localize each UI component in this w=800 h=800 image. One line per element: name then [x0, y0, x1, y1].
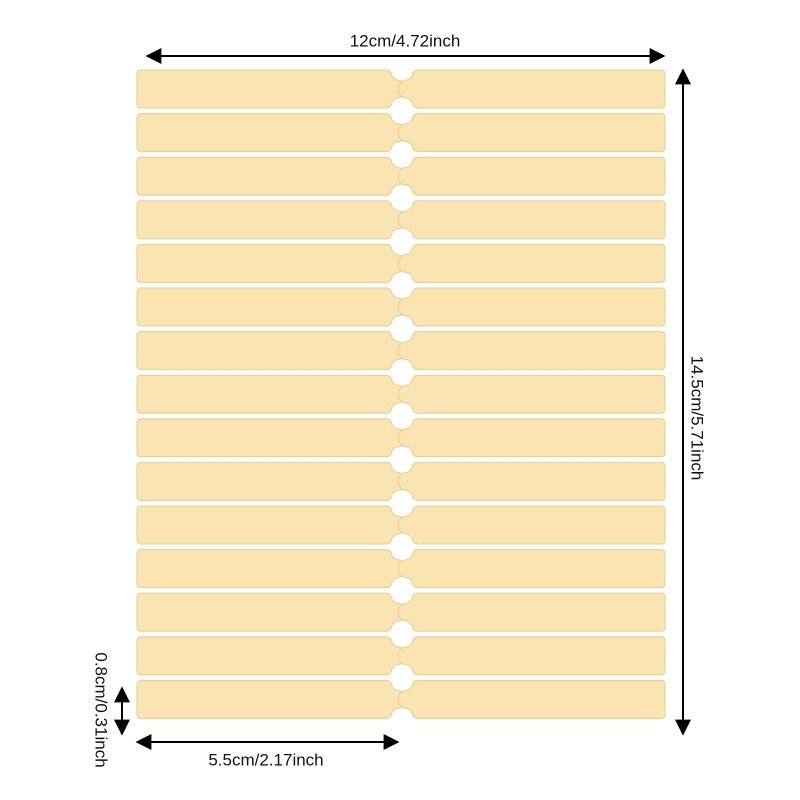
- label-strip: [136, 636, 407, 676]
- label-strip: [397, 156, 666, 196]
- label-strip: [397, 113, 666, 153]
- label-strip: [136, 156, 407, 196]
- label-strip: [136, 549, 407, 589]
- label-strip: [397, 636, 666, 676]
- label-strip: [397, 243, 666, 283]
- label-strip: [136, 505, 407, 545]
- label-strip: [136, 287, 407, 327]
- label-strip: [136, 243, 407, 283]
- label-strip: [136, 374, 407, 414]
- label-strip: [136, 592, 407, 632]
- strip-length-label: 5.5cm/2.17inch: [208, 750, 323, 769]
- label-strip: [397, 200, 666, 240]
- label-strip: [397, 549, 666, 589]
- label-strip: [397, 69, 666, 109]
- width-label: 12cm/4.72inch: [350, 31, 461, 50]
- strip-height-label: 0.8cm/0.31inch: [92, 652, 111, 767]
- label-strip: [136, 331, 407, 371]
- label-strips: [136, 69, 666, 719]
- label-strip: [397, 505, 666, 545]
- label-strip: [397, 418, 666, 458]
- label-strip: [136, 113, 407, 153]
- label-strip: [136, 200, 407, 240]
- label-strip: [136, 679, 407, 719]
- label-strip: [397, 679, 666, 719]
- label-strip: [397, 592, 666, 632]
- height-label: 14.5cm/5.71inch: [688, 356, 707, 481]
- label-strip: [397, 331, 666, 371]
- label-strip: [136, 461, 407, 501]
- label-strip: [397, 287, 666, 327]
- label-strip: [397, 461, 666, 501]
- label-strip: [136, 418, 407, 458]
- label-strip: [397, 374, 666, 414]
- label-strip: [136, 69, 407, 109]
